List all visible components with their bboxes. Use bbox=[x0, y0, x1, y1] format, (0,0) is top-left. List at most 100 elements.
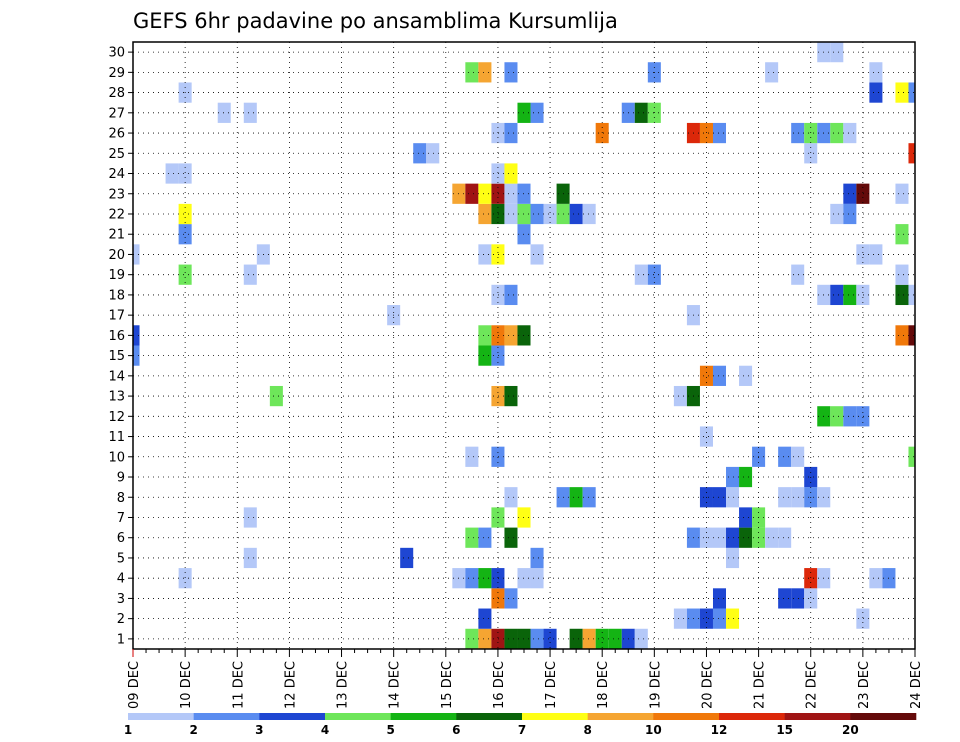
heatmap-cell bbox=[178, 203, 192, 225]
heatmap-cell bbox=[413, 143, 427, 164]
colorbar-swatch bbox=[456, 713, 523, 720]
y-tick-label: 17 bbox=[108, 309, 125, 324]
heatmap-cell bbox=[908, 446, 915, 467]
heatmap-cell bbox=[869, 62, 883, 83]
heatmap-cell bbox=[504, 62, 518, 83]
heatmap-cell bbox=[765, 527, 779, 548]
heatmap-cell bbox=[856, 244, 870, 265]
x-tick-label: 19 DEC bbox=[648, 661, 663, 709]
heatmap-cell bbox=[165, 163, 179, 184]
heatmap-cell bbox=[895, 82, 909, 103]
heatmap-cell bbox=[830, 284, 844, 306]
colorbar-label: 2 bbox=[189, 723, 197, 737]
heatmap-cell bbox=[739, 507, 753, 528]
heatmap-cell bbox=[712, 122, 727, 144]
y-tick-label: 2 bbox=[117, 612, 125, 627]
colorbar-label: 10 bbox=[645, 723, 662, 737]
colorbar-swatch bbox=[850, 713, 917, 720]
y-tick-label: 26 bbox=[108, 127, 125, 142]
heatmap-cell bbox=[699, 365, 713, 386]
x-tick-label: 16 DEC bbox=[492, 661, 507, 709]
heatmap-cell bbox=[504, 527, 518, 548]
heatmap-cell bbox=[804, 122, 818, 144]
x-tick-label: 12 DEC bbox=[283, 661, 298, 709]
y-tick-label: 3 bbox=[117, 592, 125, 607]
heatmap-cell bbox=[712, 527, 727, 548]
heatmap-cell bbox=[804, 568, 818, 589]
heatmap-cell bbox=[843, 122, 857, 144]
x-tick-label: 10 DEC bbox=[179, 661, 194, 709]
heatmap-cell bbox=[543, 203, 557, 225]
colorbar-label: 6 bbox=[452, 723, 460, 737]
heatmap-cell bbox=[673, 385, 687, 407]
heatmap-cell bbox=[582, 487, 596, 508]
colorbar-swatch bbox=[719, 713, 785, 720]
heatmap-cell bbox=[830, 406, 844, 427]
heatmap-cell bbox=[804, 143, 818, 164]
grid-lines bbox=[133, 42, 915, 649]
y-tick-label: 23 bbox=[108, 187, 125, 202]
heatmap-cell bbox=[712, 608, 727, 629]
heatmap-cell bbox=[569, 203, 583, 225]
colorbar-label: 20 bbox=[842, 723, 859, 737]
colorbar-label: 15 bbox=[776, 723, 793, 737]
y-tick-label: 6 bbox=[117, 531, 125, 546]
heatmap-cell bbox=[530, 203, 544, 225]
y-tick-label: 24 bbox=[108, 167, 125, 182]
heatmap-cell bbox=[673, 608, 687, 629]
heatmap-cell bbox=[726, 608, 740, 629]
heatmap-cell bbox=[908, 325, 915, 346]
x-tick-label: 17 DEC bbox=[544, 661, 559, 709]
heatmap-cell bbox=[178, 224, 192, 245]
heatmap-cell bbox=[830, 203, 844, 225]
heatmap-cell bbox=[478, 244, 492, 265]
heatmap-cell bbox=[491, 446, 505, 467]
heatmap-cell bbox=[647, 264, 661, 285]
colorbar-swatch bbox=[522, 713, 588, 720]
heatmap-cell bbox=[895, 183, 909, 204]
heatmap-cell bbox=[178, 163, 192, 184]
y-tick-label: 27 bbox=[108, 106, 125, 121]
heatmap-cells bbox=[133, 42, 915, 649]
heatmap-cell bbox=[530, 628, 544, 649]
heatmap-cell bbox=[869, 568, 883, 589]
y-tick-label: 10 bbox=[108, 450, 125, 465]
x-tick-label: 11 DEC bbox=[231, 661, 246, 709]
y-tick-label: 25 bbox=[108, 147, 125, 162]
heatmap-cell bbox=[895, 264, 909, 285]
heatmap-cell bbox=[530, 102, 544, 123]
heatmap-cell bbox=[504, 325, 518, 346]
heatmap-cell bbox=[634, 628, 648, 649]
heatmap-cell bbox=[530, 547, 544, 569]
heatmap-cell bbox=[712, 365, 727, 386]
colorbar-swatch bbox=[325, 713, 391, 720]
colorbar-swatch bbox=[653, 713, 720, 720]
heatmap-cell bbox=[491, 568, 505, 589]
y-tick-label: 8 bbox=[117, 491, 125, 506]
heatmap-cell bbox=[843, 406, 857, 427]
heatmap-cell bbox=[465, 62, 479, 83]
heatmap-cell bbox=[465, 628, 479, 649]
heatmap-cell bbox=[491, 628, 505, 649]
heatmap-cell bbox=[869, 244, 883, 265]
heatmap-cell bbox=[465, 527, 479, 548]
heatmap-cell bbox=[504, 163, 518, 184]
heatmap-cell bbox=[133, 244, 140, 265]
heatmap-cell bbox=[504, 628, 518, 649]
x-tick-label: 23 DEC bbox=[857, 661, 872, 709]
heatmap-cell bbox=[778, 588, 792, 609]
heatmap-cell bbox=[426, 143, 440, 164]
heatmap-cell bbox=[634, 102, 648, 123]
heatmap-cell bbox=[856, 183, 870, 204]
heatmap-cell bbox=[908, 82, 915, 103]
heatmap-cell bbox=[895, 224, 909, 245]
heatmap-cell bbox=[530, 244, 544, 265]
heatmap-cell bbox=[491, 122, 505, 144]
heatmap-cell bbox=[726, 527, 740, 548]
heatmap-cell bbox=[843, 284, 857, 306]
heatmap-cell bbox=[504, 385, 518, 407]
heatmap-cell bbox=[178, 264, 192, 285]
y-tick-label: 14 bbox=[108, 369, 125, 384]
colorbar-label: 1 bbox=[124, 723, 132, 737]
